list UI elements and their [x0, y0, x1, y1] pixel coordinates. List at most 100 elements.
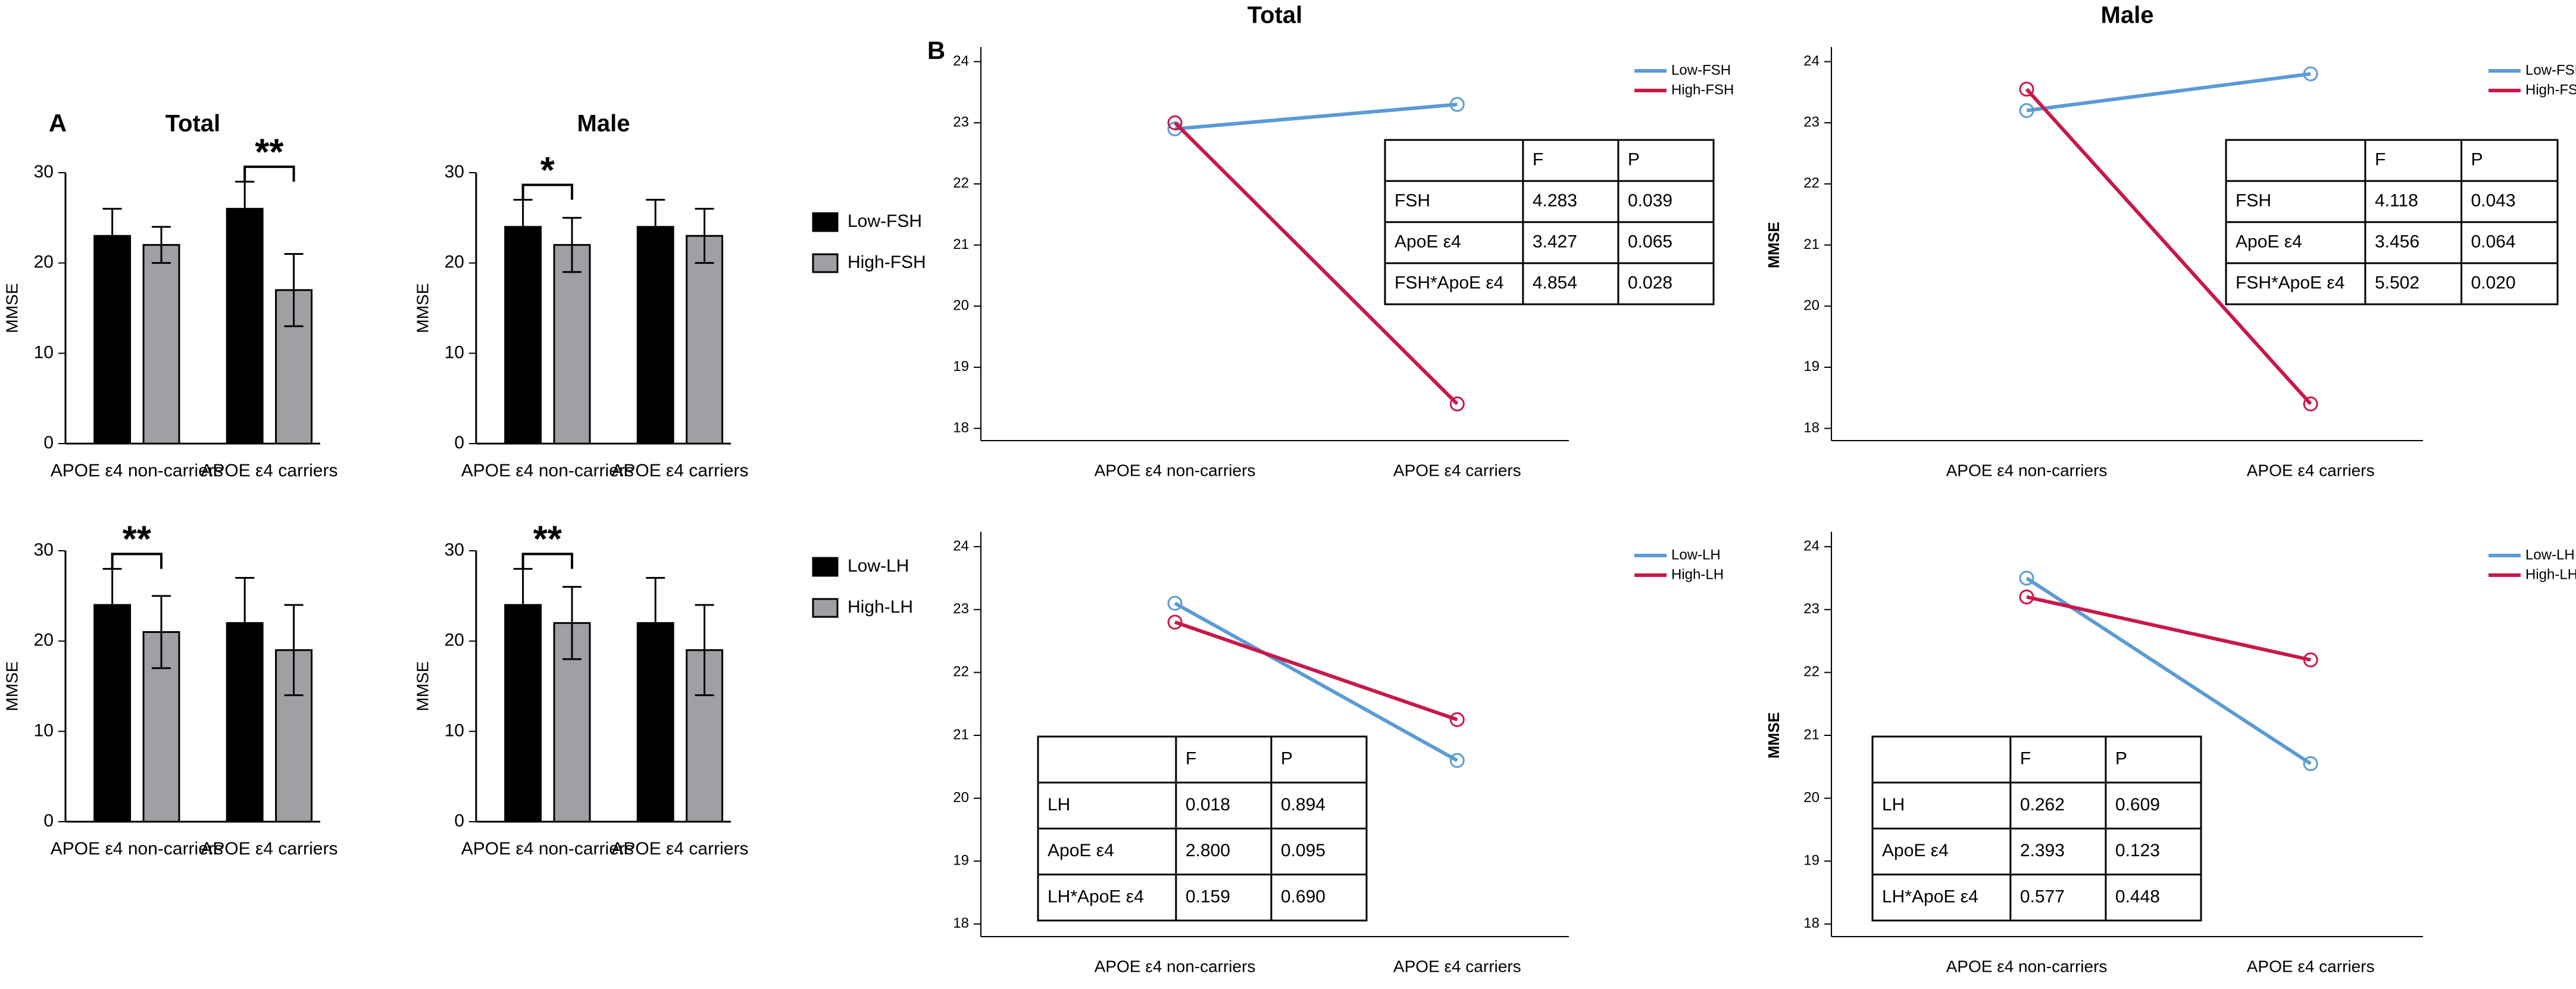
error-bar: [235, 577, 255, 669]
error-bar: [646, 577, 665, 669]
significance-bracket: [521, 553, 574, 569]
y-axis-label: MMSE: [413, 283, 432, 333]
y-tick-label: 24: [953, 538, 969, 554]
point-marker: [2303, 66, 2318, 82]
y-tick-label: 10: [34, 342, 54, 362]
panel-label: A: [49, 109, 67, 137]
table-header: P: [1281, 749, 1293, 769]
legend-swatch: [812, 598, 839, 618]
bar: [142, 244, 180, 445]
chart-title: Total: [1248, 2, 1303, 29]
bar: [504, 226, 542, 445]
x-tick-label: APOE ε4 carriers: [201, 839, 337, 859]
table-cell: 5.502: [2375, 273, 2419, 292]
y-tick-label: 0: [454, 433, 464, 453]
y-tick-label: 22: [1803, 664, 1820, 680]
table-header: F: [1186, 749, 1196, 769]
significance-label: **: [533, 519, 562, 560]
point-marker: [2303, 652, 2318, 667]
y-tick-label: 30: [445, 540, 464, 560]
significance-bracket: [111, 553, 163, 569]
table-cell: ApoE ε4: [1048, 841, 1114, 860]
legend-label: Low-LH: [2525, 547, 2575, 563]
legend-label: High-LH: [1671, 566, 1724, 582]
table-cell: 3.456: [2375, 232, 2419, 251]
point-marker: [1167, 115, 1183, 130]
y-tick-label: 20: [445, 631, 464, 650]
legend-label: High-LH: [848, 597, 913, 617]
y-tick-label: 21: [1803, 726, 1820, 742]
y-tick-label: 23: [1803, 114, 1820, 130]
table-cell: 0.020: [2471, 273, 2515, 292]
y-tick-label: 10: [445, 342, 464, 362]
table-cell: 0.065: [1628, 232, 1672, 251]
table-cell: 3.427: [1533, 232, 1577, 251]
series-line: [2026, 595, 2311, 662]
y-tick-label: 20: [1803, 298, 1820, 314]
y-tick-label: 22: [1803, 175, 1820, 191]
legend-label: Low-FSH: [848, 211, 922, 231]
y-tick-label: 23: [1803, 601, 1820, 617]
x-tick-label: APOE ε4 non-carriers: [461, 461, 634, 481]
x-tick-label: APOE ε4 non-carriers: [461, 839, 634, 859]
table-cell: LH: [1882, 795, 1905, 815]
chart-title: Male: [2101, 2, 2154, 29]
table-cell: 0.123: [2115, 841, 2160, 860]
table-cell: 4.118: [2375, 191, 2418, 210]
bar: [226, 208, 264, 445]
point-marker: [1167, 595, 1183, 611]
legend-swatch: [812, 557, 839, 577]
y-axis-label: MMSE: [1765, 222, 1783, 269]
error-bar: [695, 604, 714, 697]
y-tick-label: 21: [1803, 236, 1820, 252]
table-cell: 0.448: [2115, 887, 2160, 906]
point-marker: [2303, 396, 2318, 411]
y-axis-label: MMSE: [1765, 712, 1783, 759]
significance-label: *: [540, 150, 555, 191]
x-tick-label: APOE ε4 carriers: [1393, 957, 1521, 975]
y-tick-label: 24: [1803, 53, 1820, 69]
y-tick-label: 23: [953, 601, 969, 617]
error-bar: [102, 208, 122, 264]
y-tick-label: 18: [953, 915, 969, 931]
table-cell: 0.064: [2471, 232, 2515, 251]
x-tick-label: APOE ε4 carriers: [611, 461, 748, 481]
error-bar: [562, 586, 582, 660]
significance-label: **: [255, 132, 284, 173]
chart-title: Male: [577, 111, 630, 137]
x-tick-label: APOE ε4 non-carriers: [1095, 461, 1256, 479]
table-cell: 0.095: [1281, 841, 1325, 860]
table-cell: 0.159: [1186, 887, 1230, 906]
y-tick-label: 20: [1803, 790, 1820, 806]
legend-label: High-FSH: [2525, 82, 2576, 98]
y-axis-label: MMSE: [413, 662, 432, 712]
table-cell: FSH*ApoE ε4: [2236, 273, 2344, 292]
series-line: [1174, 620, 1458, 722]
legend-label: Low-FSH: [2525, 62, 2576, 78]
point-marker: [2019, 103, 2034, 118]
y-tick-label: 18: [953, 420, 969, 436]
y-tick-label: 21: [953, 726, 969, 742]
point-marker: [2303, 756, 2318, 772]
table-cell: 0.028: [1628, 273, 1672, 292]
table-cell: 0.577: [2020, 887, 2065, 906]
x-tick-label: APOE ε4 non-carriers: [1095, 957, 1256, 975]
point-marker: [1449, 96, 1465, 112]
legend-label: Low-LH: [848, 556, 909, 576]
table-header: P: [1628, 149, 1640, 169]
table-cell: ApoE ε4: [1882, 841, 1949, 860]
y-tick-label: 19: [1803, 853, 1820, 869]
x-tick-label: APOE ε4 non-carriers: [1946, 957, 2108, 975]
series-line: [1174, 601, 1458, 762]
legend-label: High-FSH: [848, 252, 926, 272]
legend-label: Low-LH: [1671, 547, 1721, 563]
y-tick-label: 22: [953, 175, 969, 191]
table-cell: 0.043: [2471, 191, 2515, 210]
point-marker: [2019, 570, 2034, 586]
error-bar: [284, 253, 304, 327]
y-axis-label: MMSE: [2, 283, 21, 333]
table-cell: 0.894: [1281, 795, 1325, 815]
legend-swatch: [812, 212, 839, 232]
y-tick-label: 0: [43, 433, 54, 453]
